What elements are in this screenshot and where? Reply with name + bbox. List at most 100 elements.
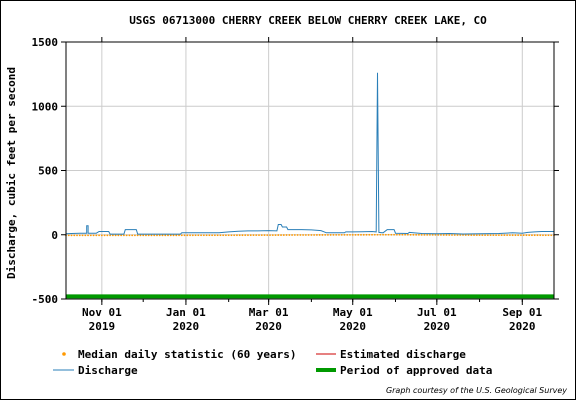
median-point — [172, 234, 175, 237]
median-point — [103, 234, 106, 237]
x-tick-year: 2020 — [173, 320, 200, 333]
median-point — [547, 234, 550, 237]
median-point — [486, 234, 489, 237]
legend-item-discharge: Discharge — [53, 364, 138, 377]
median-point — [73, 234, 76, 237]
legend-label-discharge: Discharge — [78, 364, 138, 377]
median-point — [393, 233, 395, 236]
median-point — [508, 234, 511, 237]
median-point — [70, 234, 73, 237]
median-point — [67, 234, 70, 237]
legend-label-median: Median daily statistic (60 years) — [78, 348, 297, 361]
median-point — [189, 234, 191, 237]
median-point — [324, 234, 327, 236]
median-point — [313, 234, 316, 236]
median-point — [456, 234, 459, 236]
median-point — [280, 234, 282, 236]
median-point — [120, 234, 123, 237]
median-point — [266, 234, 269, 237]
median-point — [260, 234, 263, 237]
median-point — [238, 234, 241, 237]
median-point — [247, 234, 249, 237]
median-point — [128, 234, 131, 237]
x-tick-label: Jul 01 — [417, 306, 457, 319]
median-point — [318, 234, 321, 236]
x-tick-label: Jan 01 — [166, 306, 206, 319]
median-point — [329, 234, 332, 236]
legend-item-estimated: Estimated discharge — [316, 348, 466, 361]
median-point — [167, 234, 169, 237]
median-point — [145, 234, 147, 237]
median-point — [464, 234, 467, 236]
plot-area — [65, 72, 555, 299]
median-point — [277, 234, 280, 236]
median-point — [542, 234, 544, 237]
legend-label-approved: Period of approved data — [340, 364, 492, 377]
median-point — [205, 234, 208, 237]
legend: Median daily statistic (60 years) Estimat… — [53, 348, 492, 377]
median-point — [142, 234, 145, 237]
credit-note: Graph courtesy of the U.S. Geological Su… — [386, 386, 567, 395]
median-point — [440, 234, 442, 236]
median-point — [117, 234, 120, 237]
median-point — [517, 234, 520, 237]
median-point — [134, 234, 136, 237]
median-point — [418, 233, 420, 236]
median-point — [475, 234, 478, 236]
median-point — [95, 234, 98, 237]
median-point — [269, 234, 271, 237]
median-point — [219, 234, 222, 237]
median-point — [302, 234, 305, 236]
x-tick-label: May 01 — [333, 306, 373, 319]
median-point — [158, 234, 161, 237]
median-point — [147, 234, 150, 237]
median-point — [282, 234, 285, 236]
median-point — [371, 233, 373, 236]
median-point — [186, 234, 189, 237]
median-point — [544, 234, 547, 237]
median-point — [550, 234, 553, 237]
median-point — [169, 234, 172, 237]
legend-label-estimated: Estimated discharge — [340, 348, 466, 361]
median-point — [368, 233, 371, 236]
x-tick-label: Sep 01 — [502, 306, 542, 319]
x-tick-year: 2020 — [424, 320, 451, 333]
median-point — [335, 234, 338, 236]
median-point — [406, 233, 409, 236]
grid-lines — [66, 42, 554, 299]
legend-swatch-median — [62, 352, 66, 356]
median-point — [531, 234, 533, 237]
median-point — [293, 234, 296, 236]
median-point — [211, 234, 214, 237]
y-tick-label: 0 — [51, 229, 58, 242]
median-point — [175, 234, 178, 237]
median-series — [65, 233, 555, 237]
median-point — [514, 234, 517, 237]
y-tick-label: -500 — [32, 293, 59, 306]
median-point — [244, 234, 247, 237]
median-point — [387, 233, 390, 236]
median-point — [100, 234, 103, 237]
median-point — [156, 234, 158, 237]
median-point — [288, 234, 291, 236]
median-point — [415, 233, 418, 236]
median-point — [327, 234, 329, 236]
median-point — [315, 234, 318, 236]
median-point — [111, 234, 114, 237]
median-point — [271, 234, 274, 236]
median-point — [230, 234, 233, 237]
median-point — [109, 234, 112, 237]
median-point — [495, 234, 498, 237]
median-point — [263, 234, 266, 237]
median-point — [114, 234, 117, 237]
median-point — [445, 234, 448, 236]
median-point — [255, 234, 258, 237]
median-point — [492, 234, 495, 237]
median-point — [180, 234, 183, 237]
median-point — [183, 234, 186, 237]
median-point — [291, 234, 293, 236]
median-point — [87, 234, 89, 237]
median-point — [191, 234, 194, 237]
median-point — [489, 234, 492, 237]
median-point — [429, 233, 431, 236]
